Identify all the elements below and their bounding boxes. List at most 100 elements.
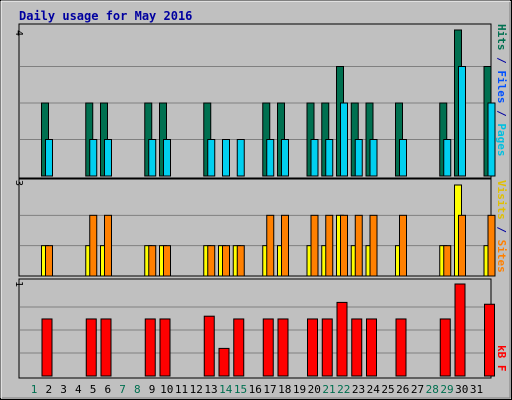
x-tick-day-23: 23 — [352, 383, 365, 396]
bar-sites-day-28 — [443, 245, 452, 277]
bar-files-day-21 — [340, 102, 348, 177]
hits-files-panel: 4 Hits / Files / Pages — [13, 23, 508, 179]
bar-sites-day-4 — [89, 214, 98, 277]
bar-sites-day-23 — [369, 214, 378, 277]
panel2-frame — [18, 178, 492, 277]
bar-sites-day-19 — [310, 214, 319, 277]
bar-files-day-9 — [163, 139, 171, 177]
x-tick-day-9: 9 — [149, 383, 156, 396]
panel2-legend: Visits / Sites — [495, 180, 508, 273]
bar-sites-day-16 — [266, 214, 275, 277]
bar-kbytes-day-17 — [277, 318, 289, 377]
bar-sites-day-14 — [236, 245, 245, 277]
legend-sep-3: / — [495, 220, 508, 240]
x-tick-day-29: 29 — [440, 383, 453, 396]
x-tick-day-8: 8 — [134, 383, 141, 396]
bar-sites-day-5 — [104, 214, 112, 277]
bar-kbytes-day-13 — [218, 347, 230, 377]
bar-kbytes-day-4 — [85, 318, 97, 377]
legend-sep-2: / — [495, 104, 508, 124]
x-axis-day-labels: 1 2 3 4 5 6 7 8 9 10 11 12 13 14 15 16 17 18 19 20 21 22 23 24 2… — [31, 383, 483, 396]
x-tick-day-15: 15 — [234, 383, 247, 396]
bar-sites-day-12 — [207, 245, 216, 277]
legend-kbytes: kB F — [495, 345, 508, 372]
x-tick-day-4: 4 — [75, 383, 82, 396]
x-tick-day-20: 20 — [308, 383, 321, 396]
legend-visits: Visits — [495, 180, 508, 220]
bar-files-day-23 — [369, 139, 378, 177]
panel2-bars — [41, 184, 496, 277]
bar-sites-day-17 — [281, 214, 289, 277]
bar-files-day-17 — [281, 139, 289, 177]
x-tick-day-12: 12 — [190, 383, 203, 396]
x-tick-day-26: 26 — [396, 383, 409, 396]
bar-kbytes-day-19 — [307, 318, 318, 377]
x-tick-day-25: 25 — [381, 383, 394, 396]
bar-sites-day-8 — [148, 245, 157, 277]
x-tick-day-16: 16 — [249, 383, 262, 396]
x-tick-day-19: 19 — [293, 383, 306, 396]
bar-kbytes-day-12 — [203, 315, 215, 377]
bar-kbytes-day-23 — [366, 318, 377, 377]
bar-files-day-13 — [222, 139, 230, 177]
panel2-ytick-label: 3 — [13, 180, 24, 186]
bar-kbytes-day-29 — [454, 283, 466, 377]
x-tick-day-18: 18 — [278, 383, 291, 396]
bar-files-day-25 — [399, 139, 407, 177]
panel1-ytick-label: 4 — [13, 30, 24, 36]
x-tick-day-17: 17 — [263, 383, 276, 396]
x-tick-day-1: 1 — [31, 383, 38, 396]
legend-pages: Pages — [495, 123, 508, 156]
panel3-frame — [18, 278, 492, 379]
bar-files-day-22 — [354, 139, 363, 177]
panel1-bars — [41, 29, 496, 177]
x-tick-day-13: 13 — [204, 383, 217, 396]
bar-files-day-14 — [236, 139, 245, 177]
x-tick-day-10: 10 — [160, 383, 173, 396]
bar-kbytes-day-1 — [41, 318, 53, 377]
bar-kbytes-day-14 — [233, 318, 245, 377]
bar-kbytes-day-28 — [439, 318, 451, 377]
bar-sites-day-21 — [340, 214, 348, 277]
x-tick-day-5: 5 — [90, 383, 97, 396]
bar-files-day-12 — [207, 139, 216, 177]
bar-files-day-1 — [45, 139, 53, 177]
panel1-frame — [18, 23, 492, 179]
x-tick-day-11: 11 — [175, 383, 188, 396]
bar-sites-day-22 — [354, 214, 363, 277]
panel3-bars — [41, 283, 495, 377]
bar-sites-day-25 — [399, 214, 407, 277]
bar-kbytes-day-20 — [321, 318, 333, 377]
kbytes-panel: 1 kB F — [13, 278, 508, 379]
bar-kbytes-day-8 — [144, 318, 156, 377]
bar-sites-day-29 — [458, 214, 466, 277]
x-tick-day-6: 6 — [104, 383, 111, 396]
bar-files-day-31 — [487, 102, 496, 177]
bar-sites-day-1 — [45, 245, 53, 277]
visits-sites-panel: 3 Visits / Sites — [13, 178, 508, 277]
panel1-gridlines — [20, 66, 490, 140]
legend-hits: Hits — [495, 24, 508, 51]
x-tick-day-24: 24 — [367, 383, 381, 396]
bar-sites-day-13 — [222, 245, 230, 277]
bar-files-day-5 — [104, 139, 112, 177]
bar-files-day-4 — [89, 139, 98, 177]
bar-files-day-19 — [310, 139, 319, 177]
x-tick-day-28: 28 — [426, 383, 439, 396]
bar-files-day-29 — [458, 66, 466, 177]
legend-sites: Sites — [495, 240, 508, 273]
legend-sep-1: / — [495, 51, 508, 71]
bar-kbytes-day-16 — [262, 318, 274, 377]
bar-files-day-20 — [325, 139, 334, 177]
bar-kbytes-day-9 — [159, 318, 171, 377]
panel3-legend: kB F — [495, 345, 508, 372]
bar-kbytes-day-22 — [351, 318, 363, 377]
x-tick-day-14: 14 — [219, 383, 233, 396]
panel2-gridlines — [20, 214, 490, 247]
panel3-ytick-label: 1 — [13, 281, 24, 287]
x-tick-day-7: 7 — [119, 383, 126, 396]
x-tick-day-3: 3 — [60, 383, 67, 396]
x-tick-day-31: 31 — [470, 383, 483, 396]
